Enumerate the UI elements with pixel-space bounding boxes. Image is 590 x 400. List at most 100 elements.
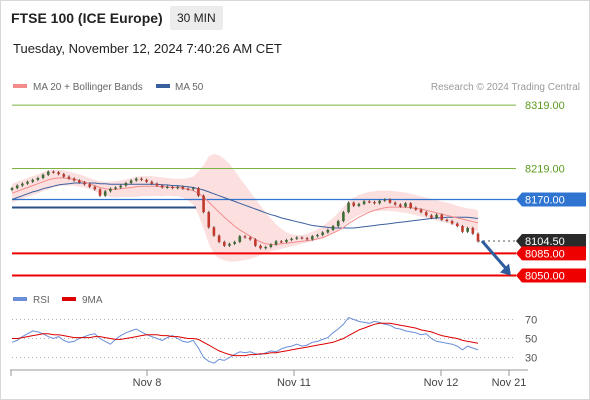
candle-body <box>466 228 469 232</box>
ma50-legend-label: MA 50 <box>175 82 204 93</box>
support-tag-label-8050-00: 8050.00 <box>525 271 565 283</box>
candle-body <box>357 203 361 206</box>
candle-body <box>217 235 221 242</box>
candle-body <box>476 233 480 242</box>
candle-body <box>52 171 55 173</box>
candle-body <box>57 172 60 175</box>
ma20-legend-swatch <box>13 84 27 88</box>
candle-body <box>212 227 216 236</box>
candle-body <box>347 202 350 213</box>
candle-body <box>67 176 71 179</box>
resistance-label-8319-00: 8319.00 <box>525 100 565 112</box>
candle-body <box>15 185 19 189</box>
chart-header: FTSE 100 (ICE Europe) 30 MIN <box>0 0 590 36</box>
candle-body <box>399 204 402 207</box>
last-price-tag-label: 8104.50 <box>525 236 565 248</box>
pivot-tag-label: 8170.00 <box>525 195 565 207</box>
candle-body <box>367 201 371 203</box>
candle-body <box>362 201 366 204</box>
candle-body <box>326 229 330 233</box>
candle-body <box>243 236 247 238</box>
candle-body <box>461 226 464 232</box>
candle-body <box>419 209 423 213</box>
candle-body <box>124 183 128 186</box>
candle-body <box>409 203 412 208</box>
candle-body <box>26 181 29 184</box>
candle-body <box>290 238 293 241</box>
candle-body <box>150 181 154 184</box>
candle-body <box>83 182 86 185</box>
candle-body <box>191 188 195 190</box>
candle-body <box>207 212 211 228</box>
rsi-level-label-50: 50 <box>525 334 537 346</box>
pivot-tag <box>516 192 586 207</box>
candle-body <box>450 221 454 224</box>
candle-body <box>274 241 278 245</box>
candle-body <box>321 232 324 235</box>
last-price-tag <box>516 233 586 248</box>
candle-body <box>248 237 252 240</box>
bollinger-band-area <box>12 153 478 262</box>
candle-body <box>10 188 14 190</box>
candles-group <box>10 170 480 250</box>
interval-badge[interactable]: 30 MIN <box>170 6 223 30</box>
candle-body <box>228 243 231 246</box>
rsi-legend-swatch <box>13 297 27 301</box>
support-tag-8050-00 <box>516 268 586 283</box>
candle-body <box>440 214 444 220</box>
candle-body <box>331 226 335 230</box>
rsi-legend-label: RSI <box>33 295 50 306</box>
candle-body <box>233 241 236 244</box>
candle-body <box>166 186 169 189</box>
candle-body <box>140 178 143 180</box>
candle-body <box>36 177 40 180</box>
candle-body <box>98 189 102 196</box>
candle-body <box>186 188 190 190</box>
candle-body <box>455 223 459 227</box>
candle-body <box>129 180 133 184</box>
candle-body <box>316 234 319 237</box>
candle-body <box>181 186 185 189</box>
candle-body <box>114 187 117 189</box>
candle-body <box>336 221 340 227</box>
x-tick-label: Nov 21 <box>492 377 527 389</box>
rsi-level-label-30: 30 <box>525 353 537 365</box>
support-tag-label-8085-00: 8085.00 <box>525 248 565 260</box>
candle-body <box>352 202 356 206</box>
rsi-ma-legend-swatch <box>62 297 76 301</box>
candle-body <box>435 214 438 218</box>
candle-body <box>197 188 200 196</box>
candle-body <box>383 199 387 201</box>
candle-body <box>62 174 66 177</box>
candle-body <box>295 237 299 239</box>
candle-body <box>264 247 268 249</box>
candle-body <box>46 171 50 175</box>
candle-body <box>31 179 35 182</box>
candle-body <box>269 244 273 247</box>
rsi-ma-legend-label: 9MA <box>82 295 103 306</box>
candle-body <box>373 202 376 204</box>
ma50-legend-swatch <box>156 84 170 88</box>
ma20-legend-label: MA 20 + Bollinger Bands <box>33 82 143 93</box>
watermark-text: Research © 2024 Trading Central <box>431 82 580 93</box>
candle-body <box>88 184 91 187</box>
rsi-ma-line <box>12 322 479 357</box>
candle-body <box>155 183 159 186</box>
candle-body <box>119 185 123 188</box>
instrument-title: FTSE 100 (ICE Europe) <box>11 10 163 26</box>
candle-body <box>41 174 45 178</box>
candle-body <box>305 238 309 240</box>
candle-body <box>342 212 345 222</box>
candle-body <box>285 240 288 242</box>
ma50-line <box>11 182 479 229</box>
candle-body <box>109 188 112 192</box>
candle-body <box>21 183 24 186</box>
timestamp: Tuesday, November 12, 2024 7:40:26 AM CE… <box>13 41 282 56</box>
candle-body <box>160 185 164 188</box>
candle-body <box>78 180 81 183</box>
candle-body <box>378 200 381 204</box>
candle-body <box>424 212 428 216</box>
candle-body <box>145 179 148 182</box>
forecast-arrow-head <box>500 263 511 276</box>
